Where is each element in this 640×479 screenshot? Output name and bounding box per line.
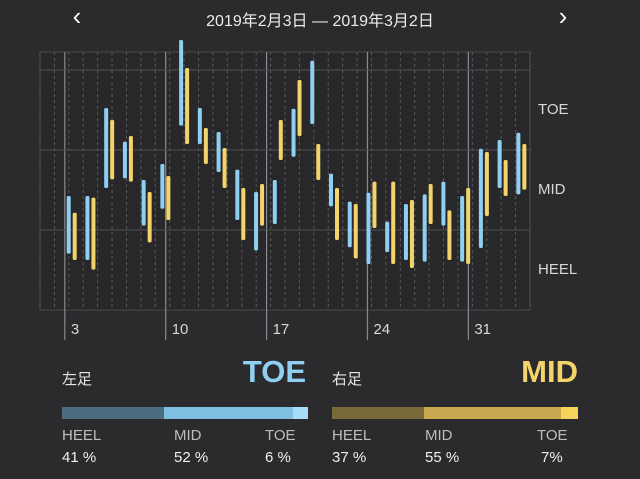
left-foot-bar bbox=[441, 181, 446, 226]
left-foot-bar bbox=[403, 204, 408, 260]
left-foot-bar bbox=[254, 192, 259, 251]
left-foot-bar bbox=[460, 196, 465, 262]
left-toe-caption: TOE bbox=[265, 427, 296, 444]
left-mid-segment bbox=[163, 407, 294, 419]
x-tick-label: 24 bbox=[373, 321, 390, 338]
right-foot-bar bbox=[128, 136, 133, 182]
left-foot-label: 左足 bbox=[62, 371, 93, 388]
right-foot-bar bbox=[278, 120, 283, 160]
x-tick-label: 3 bbox=[71, 321, 79, 338]
left-foot-bar bbox=[310, 60, 315, 124]
date-range-title: 2019年2月3日 — 2019年3月2日 bbox=[206, 13, 434, 30]
left-foot-bar bbox=[235, 169, 240, 220]
right-heel-caption: HEEL bbox=[332, 427, 372, 444]
right-toe-caption: TOE bbox=[537, 427, 568, 444]
right-foot-bar bbox=[466, 188, 471, 264]
right-foot-bar bbox=[428, 184, 433, 224]
left-heel-percent: 41 % bbox=[62, 449, 97, 466]
right-foot-bar bbox=[91, 197, 96, 270]
prev-arrow-icon[interactable]: ‹ bbox=[72, 1, 82, 31]
left-foot-bar bbox=[291, 108, 296, 157]
right-foot-bar bbox=[503, 160, 508, 196]
right-foot-bar bbox=[110, 120, 115, 180]
left-foot-bar bbox=[478, 148, 483, 248]
right-foot-label: 右足 bbox=[332, 371, 363, 388]
left-foot-bar bbox=[216, 132, 221, 172]
right-mid-segment bbox=[423, 407, 561, 419]
left-foot-dominant: TOE bbox=[242, 354, 306, 389]
right-foot-bar bbox=[166, 176, 171, 220]
right-foot-distribution-bar bbox=[332, 407, 578, 419]
right-foot-bar bbox=[522, 144, 527, 190]
left-foot-bar bbox=[197, 108, 202, 144]
y-tick-label: TOE bbox=[538, 101, 569, 118]
left-foot-distribution-bar bbox=[62, 407, 308, 419]
x-tick-label: 10 bbox=[172, 321, 189, 338]
next-arrow-icon[interactable]: › bbox=[558, 1, 568, 31]
right-foot-bar bbox=[241, 188, 246, 240]
left-foot-bar bbox=[497, 140, 502, 188]
left-foot-bar bbox=[141, 180, 146, 226]
left-foot-bar bbox=[85, 196, 90, 260]
right-foot-bar bbox=[372, 181, 377, 228]
left-foot-bar bbox=[66, 196, 71, 254]
left-foot-bar bbox=[179, 40, 184, 126]
left-toe-percent: 6 % bbox=[265, 449, 291, 466]
left-foot-bar bbox=[104, 108, 109, 188]
left-foot-bar bbox=[347, 201, 352, 248]
right-mid-percent: 55 % bbox=[425, 449, 460, 466]
left-mid-caption: MID bbox=[174, 427, 202, 444]
right-foot-bar bbox=[335, 188, 339, 240]
x-tick-label: 17 bbox=[273, 321, 290, 338]
y-tick-label: MID bbox=[538, 181, 566, 198]
right-foot-bar bbox=[484, 152, 489, 216]
left-mid-percent: 52 % bbox=[174, 449, 209, 466]
left-foot-bar bbox=[329, 173, 333, 207]
left-foot-bar bbox=[122, 141, 127, 179]
right-foot-bar bbox=[391, 181, 396, 264]
right-foot-bar bbox=[353, 204, 358, 259]
x-tick-label: 31 bbox=[474, 321, 491, 338]
left-heel-segment bbox=[62, 407, 164, 419]
left-heel-caption: HEEL bbox=[62, 427, 102, 444]
right-heel-percent: 37 % bbox=[332, 449, 367, 466]
right-foot-bar bbox=[72, 212, 77, 260]
right-foot-bar bbox=[222, 148, 227, 188]
left-foot-bar bbox=[422, 194, 427, 262]
left-foot-bar bbox=[272, 180, 277, 224]
right-toe-segment bbox=[560, 407, 578, 419]
left-foot-bar bbox=[160, 164, 165, 209]
right-foot-bar bbox=[203, 128, 208, 164]
right-mid-caption: MID bbox=[425, 427, 453, 444]
left-toe-segment bbox=[293, 407, 308, 419]
right-foot-bar bbox=[185, 68, 190, 144]
right-heel-segment bbox=[332, 407, 424, 419]
right-foot-bar bbox=[260, 184, 265, 226]
y-tick-label: HEEL bbox=[538, 261, 577, 278]
left-foot-bar bbox=[366, 192, 371, 264]
right-foot-bar bbox=[447, 210, 452, 260]
right-foot-bar bbox=[316, 144, 321, 180]
right-foot-bar bbox=[147, 192, 152, 243]
stride-chart: HEEL MID TOE 3 10 17 24 31 bbox=[39, 40, 577, 340]
right-toe-percent: 7% bbox=[541, 449, 563, 466]
right-foot-dominant: MID bbox=[521, 354, 578, 389]
right-foot-bar bbox=[409, 200, 414, 268]
right-foot-bar bbox=[297, 80, 302, 136]
left-foot-bar bbox=[516, 132, 521, 195]
left-foot-bar bbox=[385, 221, 390, 252]
